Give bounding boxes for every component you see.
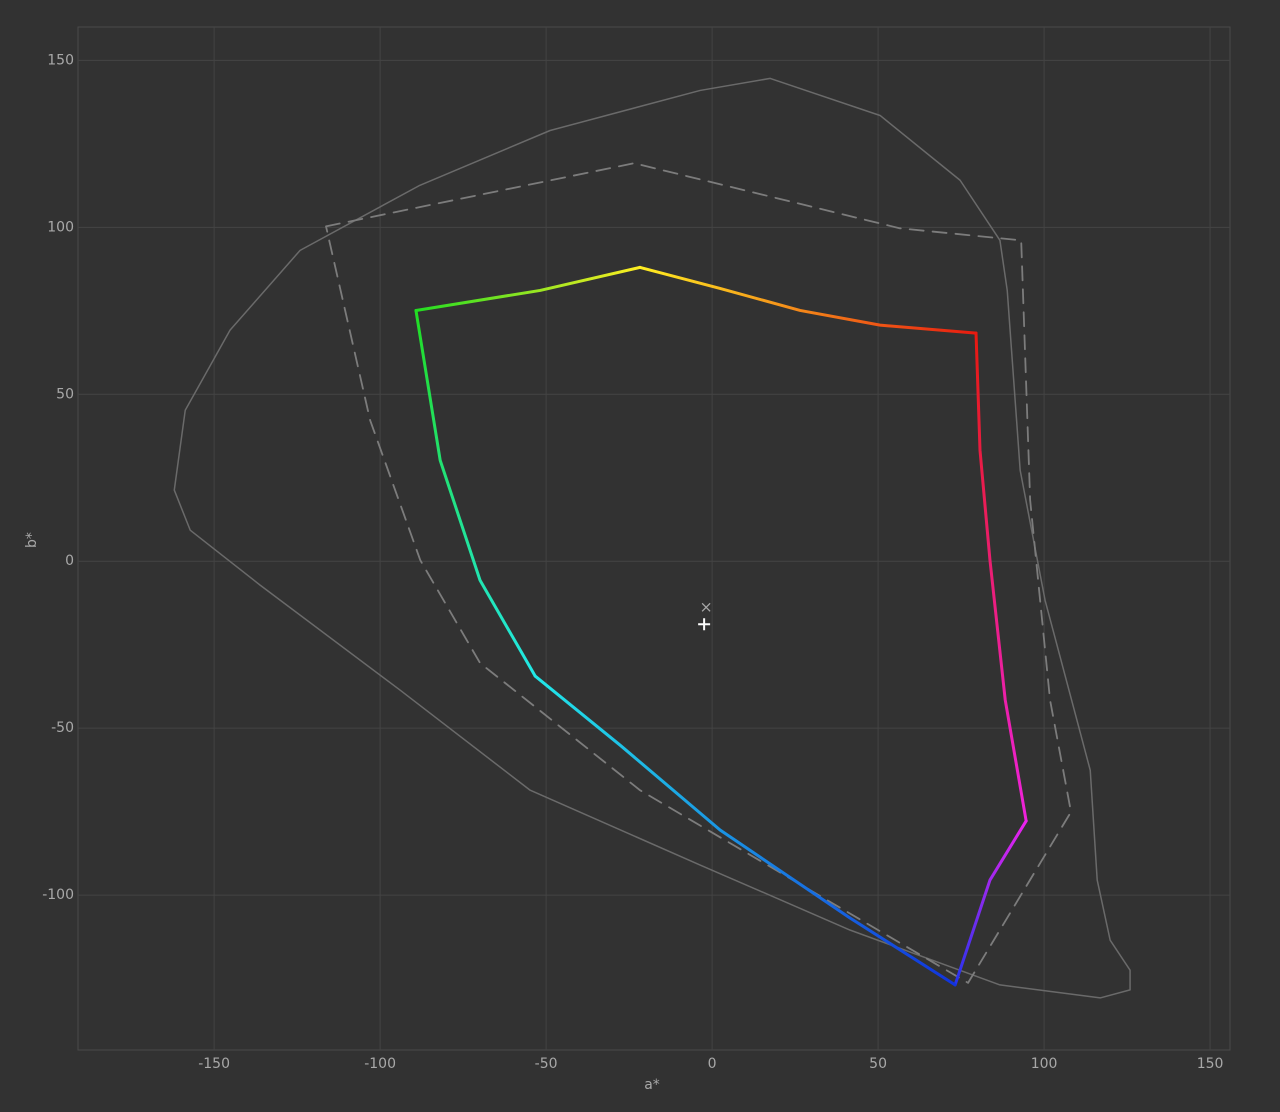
x-tick-label: 50: [869, 1056, 887, 1072]
x-tick-label: -50: [535, 1056, 558, 1072]
x-tick-label: -100: [364, 1056, 396, 1072]
marker: [698, 618, 711, 631]
y-axis-label: b*: [24, 532, 40, 548]
series-line: [638, 265, 978, 335]
series-line: [325, 162, 1072, 984]
series-line: [414, 265, 642, 312]
series-line: [173, 77, 1131, 999]
y-tick-label: 50: [56, 386, 74, 402]
y-tick-label: -50: [51, 720, 74, 736]
x-tick-label: -150: [198, 1056, 230, 1072]
y-tick-label: 0: [65, 553, 74, 569]
series-line: [414, 308, 537, 678]
series-line: [533, 674, 957, 987]
y-tick-label: 100: [47, 219, 74, 235]
marker: [701, 602, 711, 612]
y-tick-label: 150: [47, 52, 74, 68]
series-line: [953, 819, 1028, 987]
x-axis-label: a*: [644, 1077, 660, 1093]
x-tick-label: 150: [1197, 1056, 1224, 1072]
y-tick-label: -100: [42, 887, 74, 903]
x-tick-label: 100: [1031, 1056, 1058, 1072]
series-line: [974, 331, 1028, 823]
x-tick-label: 0: [708, 1056, 717, 1072]
plot-frame: [77, 26, 1231, 1051]
